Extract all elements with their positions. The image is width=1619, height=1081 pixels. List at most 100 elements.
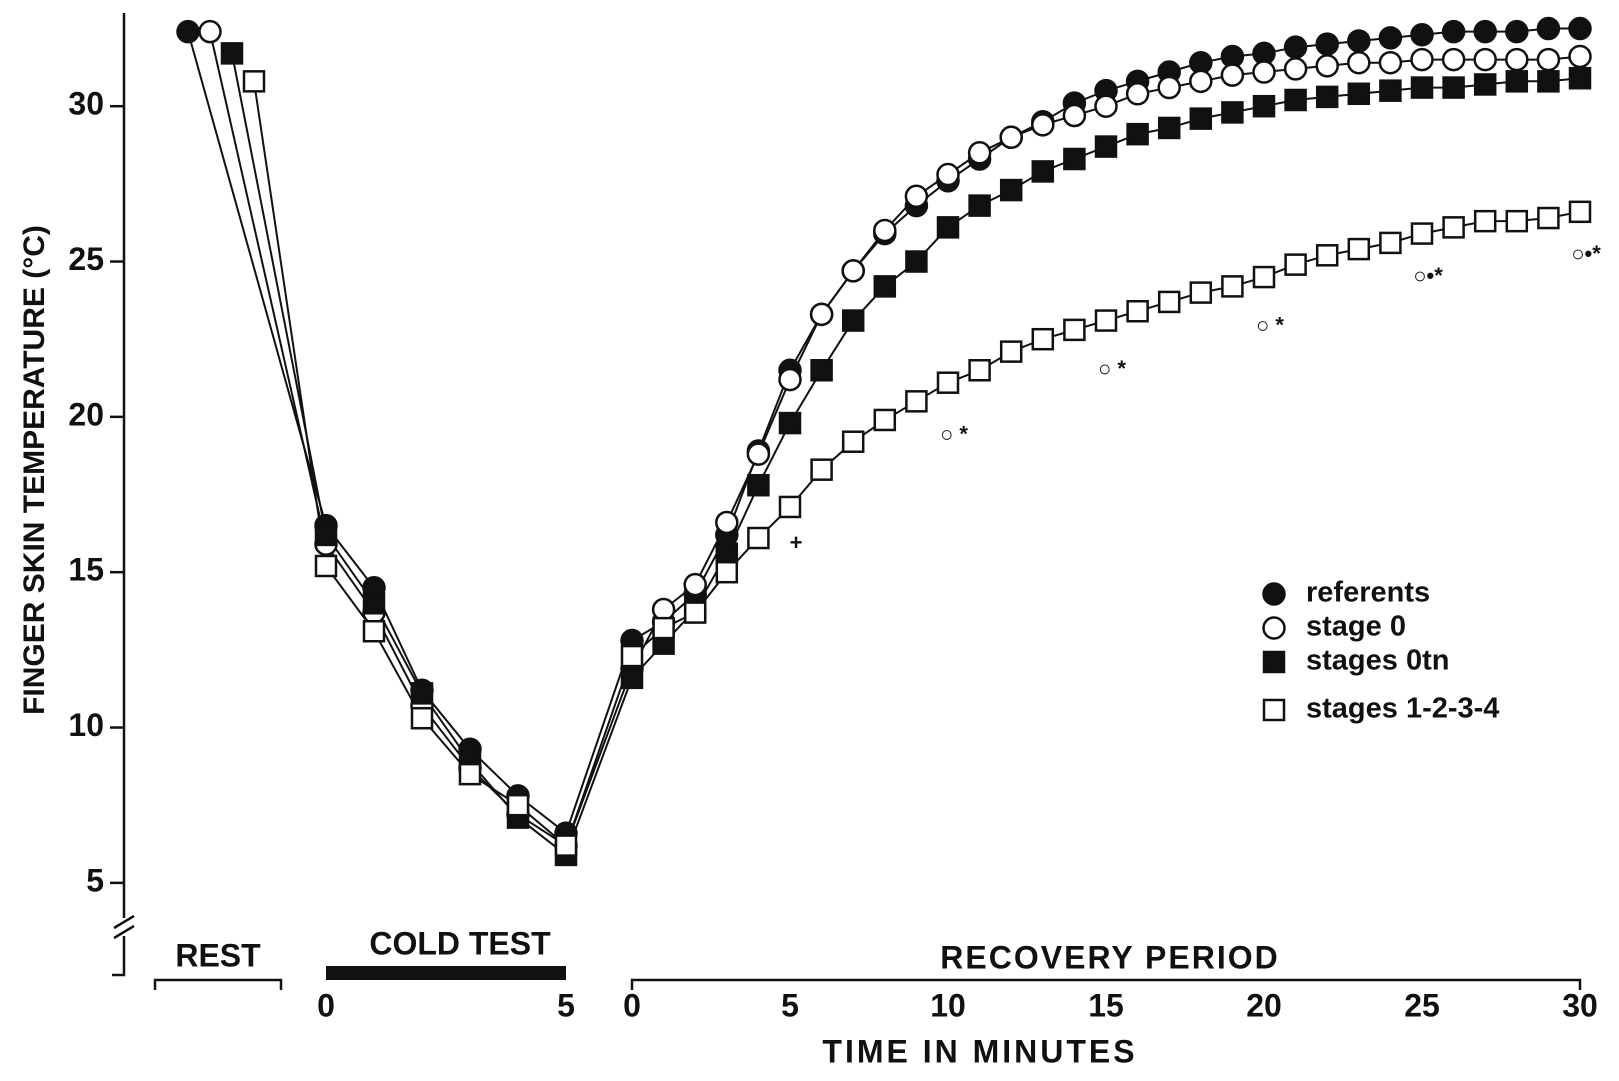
x-tick-label: 10 — [930, 987, 966, 1023]
annotation: ○ * — [940, 421, 968, 446]
marker — [715, 510, 739, 535]
marker — [999, 340, 1023, 363]
marker — [1441, 19, 1466, 44]
marker — [220, 42, 244, 65]
marker — [554, 834, 578, 857]
x-tick-label: 30 — [1562, 987, 1598, 1023]
marker — [746, 442, 771, 466]
marker — [1125, 82, 1150, 106]
marker — [1536, 16, 1561, 41]
connector — [209, 31, 327, 545]
marker — [1283, 57, 1308, 81]
marker — [1220, 63, 1245, 87]
legend-marker — [1262, 582, 1286, 606]
phase-label: RECOVERY PERIOD — [940, 939, 1279, 975]
marker — [1410, 47, 1434, 72]
marker — [1410, 76, 1434, 99]
marker — [1221, 101, 1244, 124]
x-tick-label: 0 — [623, 987, 641, 1023]
legend-marker — [1262, 698, 1286, 722]
marker — [715, 542, 739, 565]
marker — [1157, 116, 1181, 140]
marker — [873, 218, 897, 243]
y-tick-label: 15 — [68, 552, 104, 588]
marker — [1441, 47, 1466, 72]
marker — [620, 666, 644, 690]
marker — [905, 390, 928, 413]
marker — [1473, 47, 1497, 72]
marker — [652, 616, 675, 640]
marker — [747, 473, 770, 497]
marker — [651, 597, 676, 622]
marker — [841, 259, 865, 283]
legend-label: stage 0 — [1306, 611, 1406, 643]
rest-bracket — [153, 978, 283, 990]
connector — [231, 53, 327, 536]
marker — [1537, 206, 1560, 230]
marker — [242, 70, 266, 93]
x-tick-label: 5 — [557, 987, 575, 1023]
marker — [314, 523, 338, 547]
marker — [999, 125, 1023, 150]
marker — [905, 250, 928, 273]
marker — [936, 216, 960, 239]
marker — [683, 601, 707, 624]
marker — [1094, 94, 1118, 118]
marker — [1473, 19, 1497, 44]
marker — [810, 359, 833, 382]
marker — [1221, 275, 1244, 298]
marker — [1568, 16, 1592, 41]
marker — [1252, 94, 1276, 118]
y-tick-label: 10 — [68, 707, 104, 743]
marker — [1379, 231, 1402, 255]
marker — [620, 644, 644, 668]
x-tick-label: 5 — [781, 987, 799, 1023]
marker — [841, 309, 865, 332]
recovery-bracket — [630, 978, 1582, 990]
marker — [873, 275, 897, 298]
axis-break — [113, 914, 135, 940]
marker — [410, 706, 434, 730]
cold-bar — [326, 966, 566, 980]
x-tick-label: 15 — [1088, 987, 1124, 1023]
marker — [999, 178, 1023, 202]
marker — [176, 19, 200, 44]
marker — [198, 19, 222, 44]
annotation: ○ * — [1256, 313, 1284, 338]
marker — [1347, 29, 1371, 53]
annotation: ○•* — [1413, 263, 1443, 288]
marker — [1284, 253, 1307, 276]
marker — [778, 411, 802, 435]
marker — [1126, 299, 1149, 323]
legend-label: stages 0tn — [1306, 645, 1449, 677]
annotation: ○•* — [1571, 241, 1601, 266]
legend-label: referents — [1306, 577, 1430, 609]
marker — [1379, 79, 1402, 102]
marker — [1505, 70, 1529, 93]
y-tick-label: 25 — [68, 241, 104, 277]
marker — [1378, 50, 1403, 75]
marker — [1442, 76, 1465, 99]
marker — [1252, 60, 1276, 84]
marker — [1473, 73, 1497, 96]
marker — [936, 162, 960, 187]
marker — [1031, 160, 1055, 183]
phase-label: REST — [175, 937, 261, 973]
marker — [810, 458, 833, 481]
marker — [841, 430, 865, 453]
marker — [1031, 327, 1055, 351]
series-line — [325, 77, 1581, 857]
legend-marker — [1262, 616, 1286, 640]
marker — [1505, 19, 1529, 44]
annotation: ○ * — [1098, 356, 1126, 381]
marker — [936, 371, 960, 394]
marker — [1063, 147, 1086, 171]
marker — [747, 526, 770, 550]
y-tick-label: 5 — [86, 862, 104, 898]
marker — [1063, 318, 1086, 342]
marker — [968, 194, 991, 217]
marker — [314, 554, 338, 578]
marker — [1473, 209, 1497, 233]
marker — [1189, 107, 1213, 130]
marker — [778, 495, 802, 519]
